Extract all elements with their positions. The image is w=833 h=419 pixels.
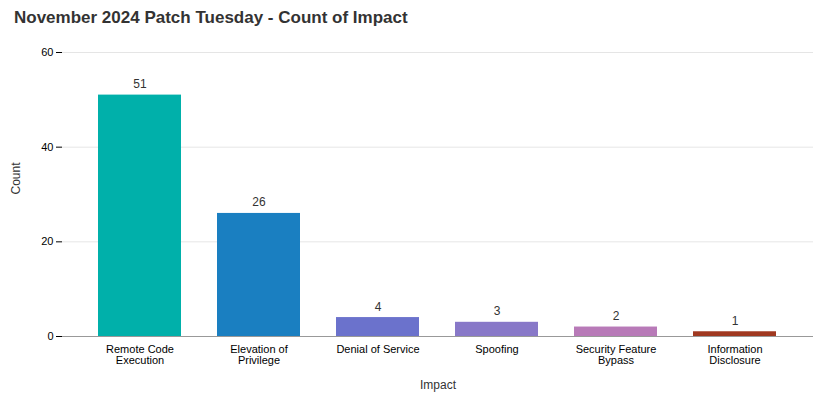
svg-text:2: 2 — [613, 309, 620, 323]
svg-text:40: 40 — [41, 141, 53, 153]
svg-text:Security FeatureBypass: Security FeatureBypass — [576, 343, 657, 366]
svg-text:20: 20 — [41, 235, 53, 247]
svg-text:60: 60 — [41, 46, 53, 58]
svg-text:Spoofing: Spoofing — [475, 343, 518, 355]
svg-text:0: 0 — [47, 330, 53, 342]
svg-text:Count: Count — [9, 162, 23, 195]
svg-text:4: 4 — [375, 300, 382, 314]
svg-text:Remote CodeExecution: Remote CodeExecution — [106, 343, 174, 366]
svg-text:3: 3 — [494, 304, 501, 318]
svg-text:26: 26 — [252, 195, 266, 209]
html-text:November 2024 Patch Tuesday -: November 2024 Patch Tuesday - Count of I… — [14, 8, 408, 27]
svg-text:Impact: Impact — [420, 378, 457, 392]
svg-text:1: 1 — [732, 314, 739, 328]
svg-text:InformationDisclosure: InformationDisclosure — [707, 343, 762, 366]
svg-text:Denial of Service: Denial of Service — [336, 343, 419, 355]
svg-text:Elevation ofPrivilege: Elevation ofPrivilege — [230, 343, 288, 366]
svg-text:51: 51 — [133, 77, 147, 91]
